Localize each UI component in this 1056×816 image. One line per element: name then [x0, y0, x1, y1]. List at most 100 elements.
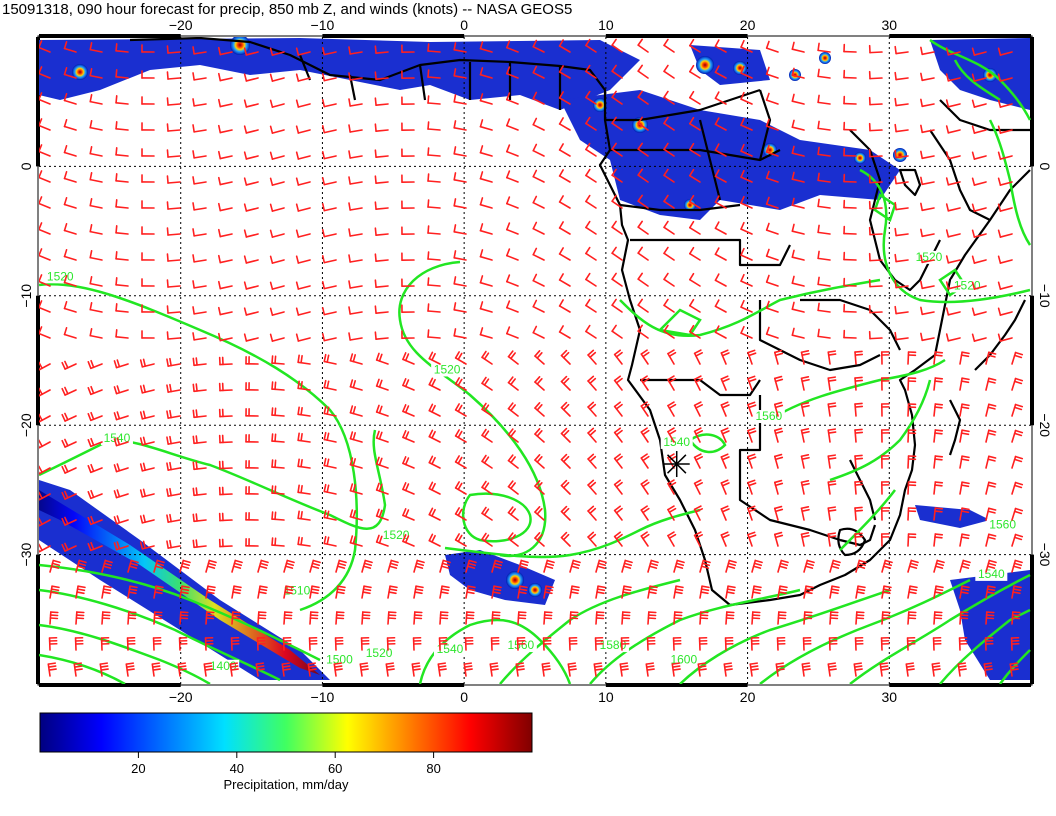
wind-barb: [335, 559, 347, 573]
wind-barb: [740, 65, 753, 79]
wind-barb: [740, 195, 753, 209]
wind-barb: [348, 332, 363, 341]
wind-barb: [971, 255, 987, 264]
wind-barbs: [39, 38, 1024, 677]
wind-barb: [166, 97, 181, 106]
wind-barb: [166, 45, 181, 54]
wind-barb: [218, 486, 233, 496]
contour-label: 1520: [47, 269, 74, 283]
wind-barb: [166, 331, 181, 340]
wind-barb: [773, 479, 784, 495]
wind-barb: [560, 479, 571, 495]
wind-barb: [637, 272, 649, 287]
wind-barb: [959, 429, 970, 443]
wind-barb: [63, 327, 77, 339]
wind-barb: [971, 333, 987, 342]
wind-barb: [534, 376, 545, 391]
wind-barb: [166, 201, 181, 210]
wind-barb: [800, 402, 810, 417]
wind-barb: [532, 325, 545, 339]
wind-barb: [179, 611, 189, 625]
wind-barb: [507, 532, 519, 547]
wind-barb: [776, 636, 786, 651]
wind-barb: [256, 636, 266, 651]
wind-barb: [640, 427, 650, 443]
wind-barb: [217, 280, 233, 290]
contour-label: 1400: [210, 659, 237, 673]
wind-barb: [245, 486, 259, 495]
wind-barb: [637, 246, 649, 261]
wind-barb: [894, 279, 909, 289]
wind-barb: [699, 559, 711, 573]
wind-barb: [243, 203, 259, 212]
wind-barb: [323, 457, 337, 469]
wind-barb: [453, 224, 467, 235]
wind-barb: [87, 437, 103, 448]
wind-barb: [453, 68, 467, 79]
wind-barb: [348, 176, 363, 185]
wind-barb: [269, 99, 285, 108]
wind-barb: [113, 359, 129, 369]
wind-barb: [587, 427, 597, 443]
wind-barb: [321, 228, 337, 238]
wind-barb: [672, 636, 682, 651]
wind-barb: [89, 223, 103, 235]
wind-barb: [479, 327, 493, 339]
wind-barb: [843, 121, 857, 131]
wind-barb: [334, 636, 344, 651]
wind-barb: [817, 68, 831, 79]
wind-barb: [532, 91, 545, 105]
wind-barb: [637, 64, 649, 79]
wind-barb: [192, 332, 207, 341]
wind-barb: [843, 303, 857, 313]
wind-barb: [907, 429, 917, 443]
wind-barb: [920, 306, 935, 316]
lat-tick-label-left: −30: [18, 543, 34, 567]
wind-barb: [217, 46, 233, 56]
wind-barb: [349, 405, 363, 417]
wind-barb: [39, 361, 51, 371]
wind-barb: [827, 662, 837, 677]
wind-barb: [243, 125, 259, 134]
wind-barb: [309, 585, 320, 599]
wind-barb: [139, 410, 155, 420]
wind-barb: [907, 455, 917, 469]
wind-barb: [61, 438, 77, 448]
wind-barb: [153, 559, 165, 573]
wind-barb: [620, 636, 630, 651]
wind-barb: [141, 226, 155, 235]
wind-barb: [880, 351, 890, 365]
wind-barb: [283, 585, 294, 599]
wind-barb: [907, 351, 917, 365]
lon-tick-label-bottom: 10: [598, 689, 614, 705]
wind-barb: [720, 427, 730, 443]
wind-barb: [454, 403, 467, 417]
wind-barb: [257, 585, 268, 599]
wind-barb: [218, 356, 233, 366]
wind-barb: [115, 303, 129, 313]
wind-barb: [361, 611, 371, 625]
wind-barb: [335, 611, 345, 625]
wind-barb: [697, 662, 707, 677]
wind-barb: [585, 142, 597, 157]
wind-barb: [506, 326, 519, 339]
wind-barb: [791, 301, 805, 313]
wind-barb: [747, 531, 757, 547]
wind-barb: [945, 333, 961, 342]
wind-barb: [714, 273, 727, 287]
wind-barb: [585, 194, 597, 209]
wind-barb: [297, 432, 311, 443]
wind-barb: [637, 142, 649, 157]
wind-barb: [689, 272, 701, 287]
contour-label: 1540: [663, 435, 690, 449]
wind-barb: [945, 73, 961, 82]
wind-barb: [843, 277, 857, 287]
wind-barb: [689, 90, 701, 105]
wind-barb: [637, 168, 649, 183]
wind-barb: [141, 70, 155, 79]
wind-barb: [971, 229, 987, 238]
wind-barb: [217, 176, 233, 186]
wind-barb: [39, 387, 51, 397]
wind-barb: [245, 460, 259, 469]
wind-barb: [453, 198, 467, 209]
